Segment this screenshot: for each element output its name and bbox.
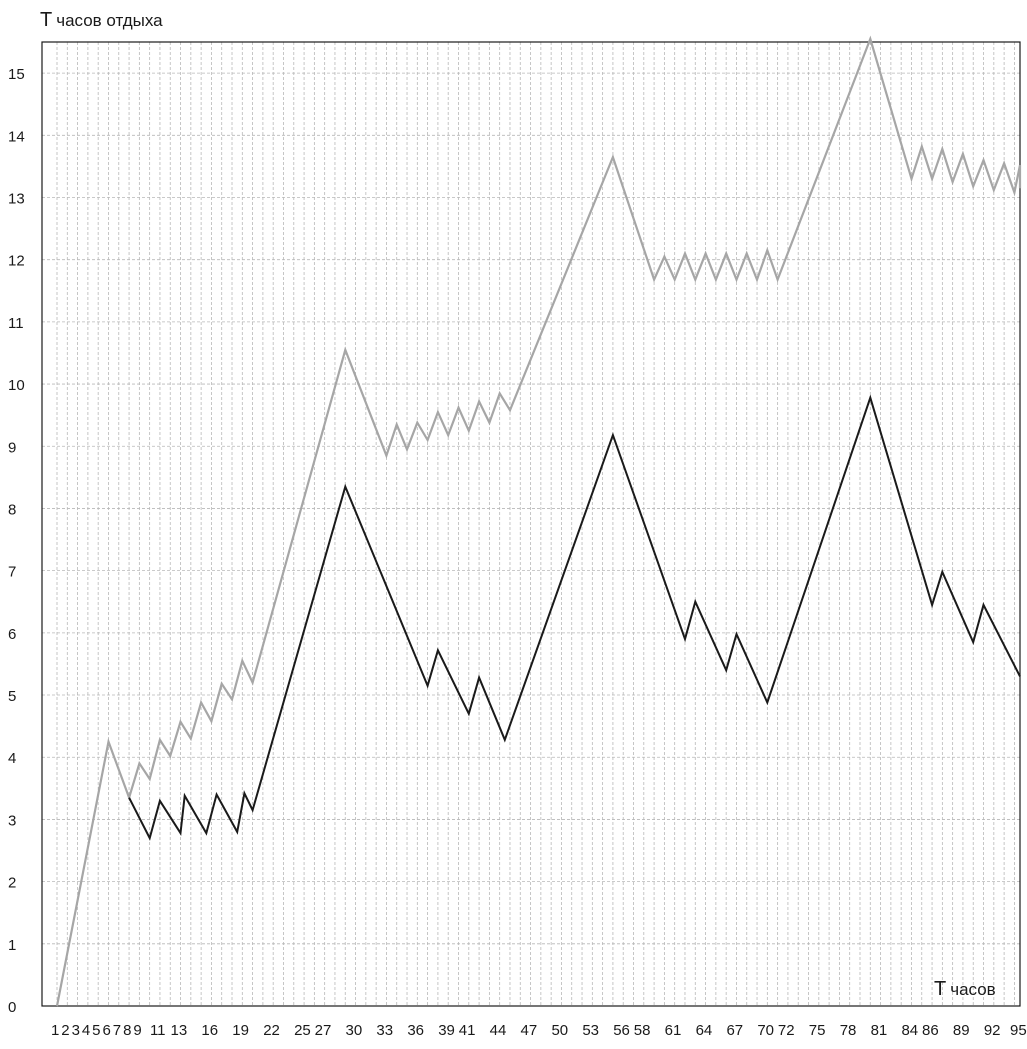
x-tick-label: 7 xyxy=(113,1022,121,1039)
x-tick-label: 41 xyxy=(459,1022,476,1039)
y-tick-label: 9 xyxy=(8,439,16,456)
y-tick-label: 0 xyxy=(8,999,16,1016)
y-tick-label: 3 xyxy=(8,812,16,829)
x-tick-label: 11 xyxy=(150,1022,166,1039)
x-tick-label: 5 xyxy=(92,1022,100,1039)
x-tick-label: 39 xyxy=(438,1022,455,1039)
x-tick-label: 92 xyxy=(984,1022,1001,1039)
y-tick-label: 11 xyxy=(8,315,24,332)
x-tick-label: 56 xyxy=(613,1022,630,1039)
y-tick-label: 2 xyxy=(8,875,16,892)
x-tick-label: 50 xyxy=(551,1022,568,1039)
x-tick-label: 53 xyxy=(582,1022,599,1039)
series-layer xyxy=(55,35,1022,1007)
x-tick-label: 4 xyxy=(82,1022,90,1039)
x-axis-title-sub: часов xyxy=(950,980,996,999)
x-axis-title-main: T xyxy=(934,978,946,1000)
x-tick-label: 22 xyxy=(263,1022,280,1039)
y-tick-label: 4 xyxy=(8,750,16,767)
y-tick-label: 8 xyxy=(8,501,16,518)
y-tick-label: 12 xyxy=(8,253,25,270)
x-tick-label: 89 xyxy=(953,1022,970,1039)
series-line-2 xyxy=(128,394,1021,841)
plot-frame xyxy=(41,41,1021,1007)
x-tick-label: 33 xyxy=(376,1022,393,1039)
x-tick-label: 72 xyxy=(778,1022,795,1039)
x-tick-label: 30 xyxy=(346,1022,363,1039)
x-tick-label: 84 xyxy=(901,1022,918,1039)
y-tick-label: 15 xyxy=(8,66,25,83)
y-tick-label: 1 xyxy=(8,937,16,954)
y-tick-label: 10 xyxy=(8,377,25,394)
x-tick-label: 2 xyxy=(61,1022,69,1039)
x-tick-label: 1 xyxy=(51,1022,59,1039)
x-tick-label: 47 xyxy=(521,1022,538,1039)
x-tick-label: 86 xyxy=(922,1022,939,1039)
y-axis-title-main: T xyxy=(40,9,52,31)
x-tick-label: 58 xyxy=(634,1022,651,1039)
x-tick-label: 36 xyxy=(407,1022,424,1039)
x-tick-label: 6 xyxy=(102,1022,110,1039)
x-tick-label: 27 xyxy=(315,1022,332,1039)
x-tick-label: 64 xyxy=(696,1022,713,1039)
x-tick-label: 61 xyxy=(665,1022,682,1039)
x-tick-labels: 1 2 3 4 5 6 7 8 9 11 13 16 19 22 25 27 30 33 36 39 41 44 47 50 5… xyxy=(51,1022,1027,1039)
x-tick-label: 25 xyxy=(294,1022,311,1039)
gridlines xyxy=(42,42,1020,1006)
y-axis-title-sub: часов отдыха xyxy=(56,11,163,30)
x-tick-label: 81 xyxy=(871,1022,888,1039)
y-tick-label: 13 xyxy=(8,190,25,207)
x-tick-label: 67 xyxy=(726,1022,743,1039)
x-tick-label: 75 xyxy=(809,1022,826,1039)
series-line-1 xyxy=(55,35,1022,1007)
x-tick-label: 70 xyxy=(757,1022,774,1039)
x-tick-label: 16 xyxy=(201,1022,218,1039)
x-tick-label: 95 xyxy=(1010,1022,1027,1039)
y-tick-label: 5 xyxy=(8,688,16,705)
x-tick-label: 44 xyxy=(490,1022,507,1039)
x-tick-label: 8 xyxy=(123,1022,131,1039)
x-tick-label: 9 xyxy=(133,1022,141,1039)
x-tick-label: 19 xyxy=(232,1022,249,1039)
x-tick-label: 3 xyxy=(72,1022,80,1039)
x-tick-label: 78 xyxy=(840,1022,857,1039)
y-tick-label: 7 xyxy=(8,564,16,581)
x-tick-label: 13 xyxy=(171,1022,188,1039)
y-tick-label: 14 xyxy=(8,128,25,145)
y-tick-label: 6 xyxy=(8,626,16,643)
